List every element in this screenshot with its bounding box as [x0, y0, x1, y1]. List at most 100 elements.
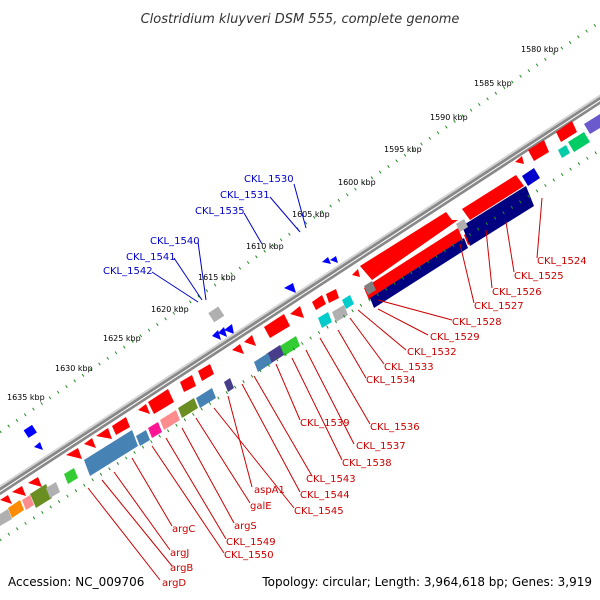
gene-label-argC[interactable]: argC	[172, 524, 195, 535]
forward-gene[interactable]	[515, 156, 524, 164]
cog-block[interactable]	[370, 238, 468, 308]
gene-label-CKL_1537[interactable]: CKL_1537	[356, 441, 406, 452]
forward-gene[interactable]	[290, 306, 304, 318]
forward-strand-genes	[0, 121, 577, 504]
forward-gene[interactable]	[360, 212, 458, 280]
gene-label-CKL_1527[interactable]: CKL_1527	[474, 301, 524, 312]
forward-gene[interactable]	[232, 344, 244, 354]
gene-label-CKL_1529[interactable]: CKL_1529	[430, 332, 480, 343]
gene-label-CKL_1543[interactable]: CKL_1543	[306, 474, 356, 485]
cog-block[interactable]	[332, 305, 348, 322]
cog-block[interactable]	[318, 312, 332, 328]
cog-block[interactable]	[462, 186, 534, 246]
cog-block[interactable]	[8, 500, 24, 518]
cog-block[interactable]	[178, 398, 198, 418]
forward-gene[interactable]	[12, 486, 26, 496]
gene-label-CKL_1533[interactable]: CKL_1533	[384, 362, 434, 373]
forward-gene[interactable]	[112, 417, 130, 435]
gene-label-galE[interactable]: galE	[250, 501, 272, 512]
forward-gene[interactable]	[180, 375, 196, 392]
reverse-gene[interactable]	[208, 306, 225, 323]
gene-label-aspA1[interactable]: aspA1	[254, 485, 285, 496]
gene-label-CKL_1539[interactable]: CKL_1539	[300, 418, 350, 429]
cog-block[interactable]	[64, 468, 78, 484]
reverse-gene[interactable]	[23, 424, 37, 438]
cog-block[interactable]	[30, 484, 52, 508]
cog-block[interactable]	[0, 509, 12, 526]
reverse-gene[interactable]	[284, 283, 296, 293]
forward-gene[interactable]	[462, 175, 524, 220]
gene-label-CKL_1531[interactable]: CKL_1531	[220, 190, 270, 201]
gene-label-CKL_1524[interactable]: CKL_1524	[537, 256, 587, 267]
forward-gene[interactable]	[138, 404, 150, 414]
cog-block[interactable]	[280, 336, 300, 356]
forward-gene[interactable]	[556, 121, 577, 142]
ruler-tick-label: 1610 kbp	[246, 242, 284, 251]
cog-block[interactable]	[364, 281, 376, 295]
cog-block[interactable]	[196, 388, 216, 408]
forward-gene[interactable]	[528, 140, 549, 161]
gene-label-CKL_1530[interactable]: CKL_1530	[244, 174, 294, 185]
gene-label-argS[interactable]: argS	[234, 521, 257, 532]
forward-gene[interactable]	[312, 295, 326, 310]
cog-block[interactable]	[46, 482, 60, 498]
gene-label-CKL_1528[interactable]: CKL_1528	[452, 317, 502, 328]
ruler: 1580 kbp 1585 kbp 1590 kbp 1595 kbp 1600…	[0, 20, 600, 434]
gene-label-CKL_1541[interactable]: CKL_1541	[126, 252, 176, 263]
forward-gene[interactable]	[148, 389, 174, 414]
gene-label-CKL_1526[interactable]: CKL_1526	[492, 287, 542, 298]
reverse-gene[interactable]	[34, 442, 43, 450]
cog-block[interactable]	[342, 295, 354, 309]
cog-block[interactable]	[160, 410, 180, 430]
forward-gene[interactable]	[96, 428, 112, 439]
ruler-tick-label: 1630 kbp	[55, 364, 93, 373]
reverse-strand-genes	[23, 256, 338, 450]
accession-text: Accession: NC_009706	[8, 575, 144, 589]
ruler-tick-label: 1625 kbp	[103, 334, 141, 343]
ruler-tick-label: 1590 kbp	[430, 113, 468, 122]
cog-block[interactable]	[254, 353, 272, 372]
reverse-gene[interactable]	[330, 256, 338, 263]
gene-label-argD[interactable]: argD	[162, 578, 186, 589]
gene-label-CKL_1532[interactable]: CKL_1532	[407, 347, 457, 358]
gene-label-CKL_1542[interactable]: CKL_1542	[103, 266, 153, 277]
forward-gene[interactable]	[326, 289, 339, 303]
reverse-gene[interactable]	[224, 324, 234, 334]
gene-label-CKL_1549[interactable]: CKL_1549	[226, 537, 276, 548]
forward-gene[interactable]	[244, 335, 256, 346]
forward-gene[interactable]	[264, 314, 290, 338]
cog-block[interactable]	[568, 132, 590, 152]
reverse-gene[interactable]	[322, 257, 331, 264]
forward-gene[interactable]	[352, 269, 360, 277]
gene-label-argB[interactable]: argB	[170, 563, 193, 574]
gene-label-CKL_1525[interactable]: CKL_1525	[514, 271, 564, 282]
cog-block[interactable]	[148, 422, 162, 438]
cog-block[interactable]	[558, 145, 570, 158]
cog-block[interactable]	[522, 168, 540, 186]
ruler-tick-label: 1615 kbp	[198, 273, 236, 282]
gene-label-CKL_1538[interactable]: CKL_1538	[342, 458, 392, 469]
cog-block[interactable]	[584, 114, 600, 134]
forward-gene[interactable]	[84, 438, 96, 448]
gene-label-CKL_1544[interactable]: CKL_1544	[300, 490, 350, 501]
ruler-tick-label: 1635 kbp	[7, 393, 45, 402]
gene-label-argJ[interactable]: argJ	[170, 548, 189, 559]
forward-gene[interactable]	[198, 364, 214, 381]
forward-gene[interactable]	[66, 448, 82, 459]
cog-block[interactable]	[136, 430, 150, 446]
gene-label-CKL_1550[interactable]: CKL_1550	[224, 550, 274, 561]
gene-label-CKL_1534[interactable]: CKL_1534	[366, 375, 416, 386]
ruler-tick-label: 1585 kbp	[474, 79, 512, 88]
forward-gene[interactable]	[28, 477, 42, 487]
gene-label-CKL_1545[interactable]: CKL_1545	[294, 506, 344, 517]
forward-gene[interactable]	[0, 495, 12, 504]
gene-label-CKL_1540[interactable]: CKL_1540	[150, 236, 200, 247]
cog-block[interactable]	[364, 228, 463, 300]
ruler-tick-label: 1605 kbp	[292, 210, 330, 219]
cog-block[interactable]	[22, 495, 34, 510]
gene-label-CKL_1535[interactable]: CKL_1535	[195, 206, 245, 217]
cog-block[interactable]	[84, 430, 138, 476]
gene-label-CKL_1536[interactable]: CKL_1536	[370, 422, 420, 433]
cog-block[interactable]	[456, 219, 468, 232]
cog-block[interactable]	[224, 378, 234, 392]
